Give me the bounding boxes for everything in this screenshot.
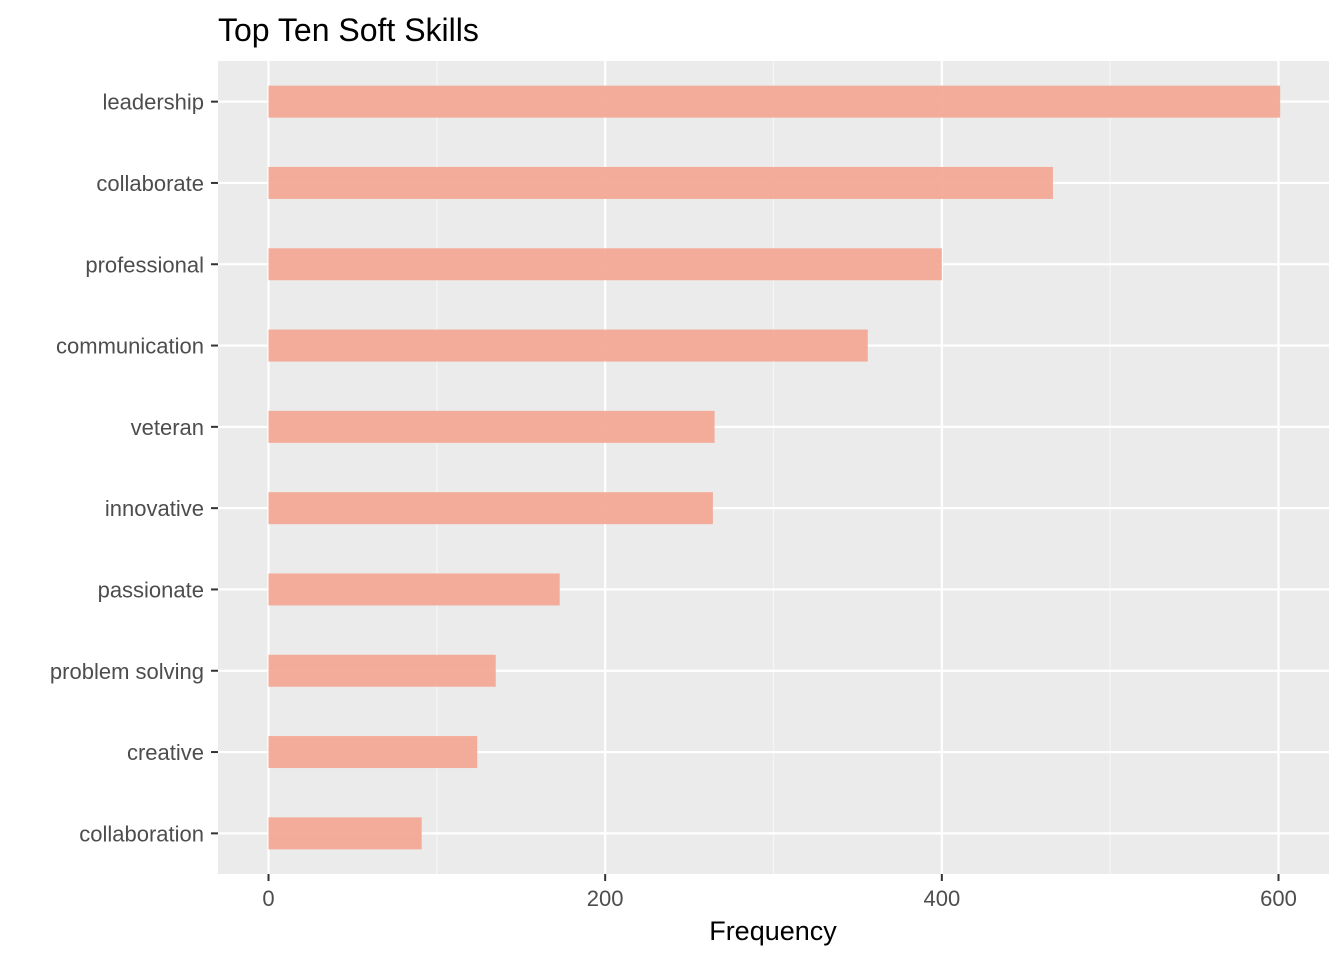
bar-veteran (268, 410, 715, 443)
y-tick-label: professional (85, 252, 204, 277)
y-tick-label: passionate (98, 577, 204, 602)
x-axis-label: Frequency (709, 916, 837, 946)
y-tick-label: veteran (131, 415, 204, 440)
x-axis: 0 200 400 600 (262, 874, 1297, 911)
x-tick-label: 0 (262, 886, 274, 911)
bar-collaboration (268, 817, 422, 850)
bar-communication (268, 329, 868, 362)
x-tick-label: 200 (587, 886, 624, 911)
bar-professional (268, 248, 942, 281)
x-tick-label: 600 (1260, 886, 1297, 911)
x-tick-label: 400 (923, 886, 960, 911)
bar-leadership (268, 85, 1281, 118)
y-tick-label: collaborate (96, 171, 204, 196)
y-tick-label: creative (127, 740, 204, 765)
bars (268, 85, 1281, 850)
bar-problem-solving (268, 654, 496, 687)
bar-passionate (268, 573, 560, 606)
y-tick-label: leadership (102, 90, 204, 115)
y-tick-label: innovative (105, 496, 204, 521)
chart-title: Top Ten Soft Skills (218, 12, 479, 48)
bar-innovative (268, 492, 713, 525)
bar-creative (268, 736, 478, 769)
y-tick-label: collaboration (79, 821, 204, 846)
y-axis: leadership collaborate professional communi… (50, 90, 218, 846)
bar-collaborate (268, 166, 1053, 199)
y-tick-label: communication (56, 334, 204, 359)
y-tick-label: problem solving (50, 659, 204, 684)
